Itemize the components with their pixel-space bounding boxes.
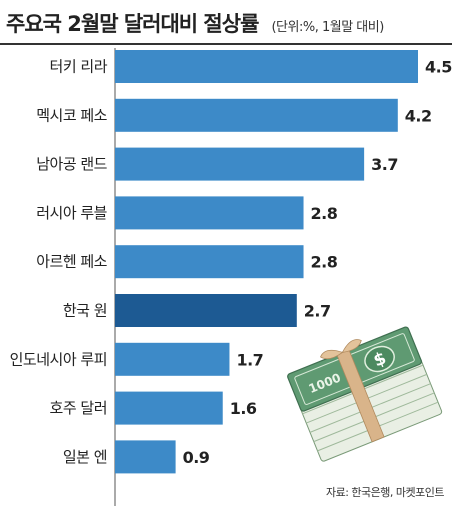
source-note: 자료: 한국은행, 마켓포인트 (325, 486, 445, 499)
bar (115, 294, 297, 327)
category-label: 인도네시아 루피 (10, 350, 107, 368)
money-stack-icon: $ 1000 (287, 326, 443, 462)
value-label: 4.2 (405, 106, 432, 125)
title-row: 주요국 2월말 달러대비 절상률 (단위:%, 1월말 대비) (6, 8, 384, 38)
category-label: 멕시코 페소 (36, 106, 107, 124)
category-label: 터키 리라 (50, 58, 108, 76)
bar (115, 245, 304, 279)
bar (115, 50, 418, 83)
category-label: 호주 달러 (50, 399, 107, 417)
chart-title: 주요국 2월말 달러대비 절상률 (6, 12, 259, 36)
value-label: 2.8 (311, 253, 338, 272)
bar (115, 196, 304, 230)
value-label: 3.7 (371, 155, 398, 174)
value-label: 2.7 (304, 302, 331, 321)
category-label: 아르헨 페소 (36, 253, 107, 271)
title-divider (0, 43, 452, 45)
value-label: 1.7 (236, 350, 263, 369)
bar (115, 391, 223, 425)
value-label: 1.6 (230, 399, 257, 418)
category-label: 남아공 랜드 (36, 155, 107, 173)
value-label: 0.9 (183, 448, 210, 467)
category-label: 한국 원 (63, 302, 107, 320)
category-label: 일본 엔 (63, 448, 107, 466)
category-label: 러시아 루블 (36, 204, 107, 222)
bar (115, 440, 176, 474)
value-label: 2.8 (311, 204, 338, 223)
value-label: 4.5 (425, 58, 452, 77)
bar (115, 342, 230, 376)
bar (115, 147, 365, 181)
unit-note: (단위:%, 1월말 대비) (271, 20, 384, 35)
bar (115, 98, 398, 132)
